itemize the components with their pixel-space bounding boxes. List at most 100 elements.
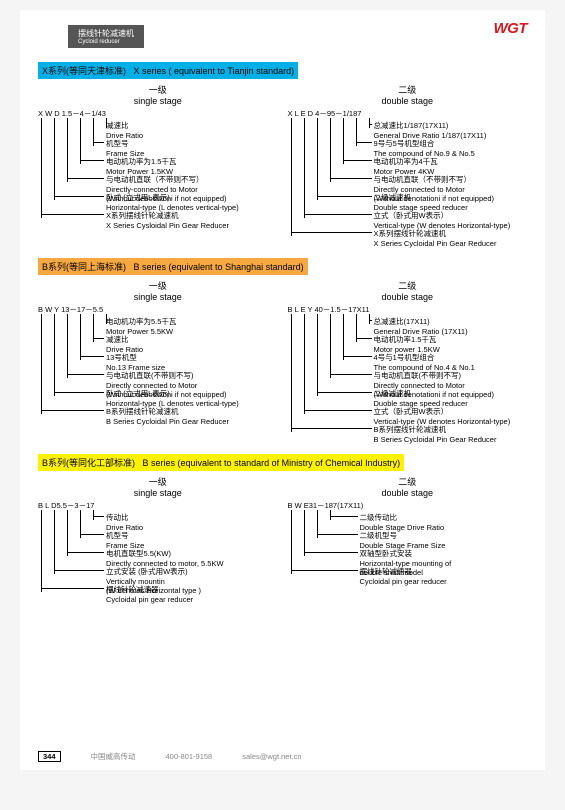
stage-en: double stage	[288, 96, 528, 106]
section-title-en: B series (equivalent to Shanghai standar…	[134, 262, 304, 272]
desc-cn: 二级减速机	[374, 192, 468, 203]
desc-cn: 减速比	[106, 120, 143, 131]
desc-item: 电动机功率为1.5千瓦 Motor Power 1.5KW	[106, 156, 176, 176]
desc-item: 总减速比1/187(17X11) General Drive Ratio 1/1…	[374, 120, 487, 140]
desc-cn: 电动机功率为4千瓦	[374, 156, 438, 167]
desc-item: 二级机型号 Double Stage Frame Size	[360, 530, 446, 550]
desc-cn: 与电动机直联（不带则不写）	[374, 174, 495, 185]
section-title-cn: B系列(等同化工部标准)	[42, 458, 135, 468]
desc-cn: B系列摆线针轮减速机	[374, 424, 497, 435]
section-title: X系列(等同天津标准) X series ( equivalent to Tia…	[38, 62, 298, 79]
desc-cn: 双轴型卧式安装	[360, 548, 452, 559]
desc-item: 总减速比(17X11) General Drive Ratio (17X11)	[374, 316, 468, 336]
desc-item: 电动机功率1.5千瓦 Motor power 1.5KW	[374, 334, 440, 354]
desc-item: 9号与5号机型组合 The compound of No.9 & No.5	[374, 138, 475, 158]
stage-cn: 二级	[288, 475, 528, 488]
stage-title: 一级 single stage	[38, 83, 278, 106]
diagram-single: B L D5.5－3－17 传动比 Drive Ratio 机型号 Frame …	[38, 500, 278, 608]
col-double: 二级 double stage X L E D 4－95－1/187 总减速比1…	[288, 83, 528, 252]
stage-title: 二级 double stage	[288, 475, 528, 498]
desc-cn: 4号与1号机型组合	[374, 352, 475, 363]
stage-title: 二级 double stage	[288, 279, 528, 302]
page-number: 344	[38, 751, 61, 762]
diagram-double: B L E Y 40－1.5－17X11 总减速比(17X11) General…	[288, 304, 528, 448]
desc-item: 卧式 (立式用L表示) Horizontal-type (L denotes v…	[106, 192, 239, 212]
desc-cn: 9号与5号机型组合	[374, 138, 475, 149]
footer-company: 中国威高传动	[91, 751, 136, 762]
diagram-double: X L E D 4－95－1/187 总减速比1/187(17X11) Gene…	[288, 108, 528, 252]
section: B系列(等同化工部标准) B series (equivalent to sta…	[38, 448, 527, 608]
desc-item: 机型号 Frame Size	[106, 530, 144, 550]
desc-en: B Series Cycloidal Pin Gear Reducer	[374, 435, 497, 444]
desc-item: 4号与1号机型组合 The compound of No.4 & No.1	[374, 352, 475, 372]
desc-cn: 电动机功率为1.5千瓦	[106, 156, 176, 167]
section-title: B系列(等同上海标准) B series (equivalent to Shan…	[38, 258, 308, 275]
desc-item: 摆线针轮减速器 Cycloidal pin gear reducer	[360, 566, 447, 586]
footer-email: sales@wgt.net.cn	[242, 752, 301, 761]
desc-item: 二级减速机 Duoble stage speed reducer	[374, 388, 468, 408]
columns: 一级 single stage B L D5.5－3－17 传动比 Drive …	[38, 475, 527, 608]
desc-item: 13号机型 No.13 Frame size	[106, 352, 165, 372]
stage-title: 一级 single stage	[38, 279, 278, 302]
desc-cn: 机型号	[106, 530, 144, 541]
desc-item: 减速比 Drive Ratio	[106, 120, 143, 140]
desc-item: 立式（卧式用W表示） Vertical-type (W denotes Hori…	[374, 406, 511, 426]
desc-cn: 二级传动比	[360, 512, 445, 523]
stage-en: single stage	[38, 488, 278, 498]
section: X系列(等同天津标准) X series ( equivalent to Tia…	[38, 56, 527, 252]
desc-cn: 电机直联型5.5(KW)	[106, 548, 224, 559]
desc-cn: 卧式 (立式用L表示)	[106, 388, 239, 399]
page: WGT 摆线针轮减速机 Cycloid reducer X系列(等同天津标准) …	[20, 10, 545, 770]
desc-cn: B系列摆线针轮减速机	[106, 406, 229, 417]
desc-item: 立式（卧式用W表示） Vertical-type (W denotes Hori…	[374, 210, 511, 230]
logo: WGT	[494, 20, 528, 37]
section: B系列(等同上海标准) B series (equivalent to Shan…	[38, 252, 527, 448]
stage-title: 一级 single stage	[38, 475, 278, 498]
header-line2: Cycloid reducer	[78, 39, 134, 45]
desc-item: X系列摆线针轮减速机 X Series Cycloidal Pin Gear R…	[374, 228, 497, 248]
desc-cn: 总减速比1/187(17X11)	[374, 120, 487, 131]
desc-item: 机型号 Frame Size	[106, 138, 144, 158]
header-line1: 摆线针轮减速机	[78, 29, 134, 38]
desc-cn: 立式（卧式用W表示）	[374, 210, 511, 221]
desc-cn: 与电动机直联（不带则不写）	[106, 174, 227, 185]
desc-cn: 二级减速机	[374, 388, 468, 399]
col-single: 一级 single stage X W D 1.5－4－1/43 减速比 Dri…	[38, 83, 278, 252]
desc-en: B Series Cycloidal Pin Gear Reducer	[106, 417, 229, 426]
desc-item: X系列摆线针轮减速机 X Series Cysloidal Pin Gear R…	[106, 210, 229, 230]
footer: 344 中国威高传动 400-801-9158 sales@wgt.net.cn	[38, 751, 527, 762]
desc-item: 二级减速机 Double stage speed reducer	[374, 192, 468, 212]
section-title-en: B series (equivalent to standard of Mini…	[143, 458, 401, 468]
desc-cn: 立式安装 (卧式用W表示)	[106, 566, 201, 577]
stage-en: double stage	[288, 488, 528, 498]
desc-cn: 立式（卧式用W表示）	[374, 406, 511, 417]
diagram-double: B W E31－187(17X11) 二级传动比 Double Stage Dr…	[288, 500, 528, 590]
section-title-cn: B系列(等同上海标准)	[42, 262, 126, 272]
footer-phone: 400-801-9158	[166, 752, 213, 761]
desc-en: Cycloidal pin gear reducer	[106, 595, 193, 604]
section-title-en: X series ( equivalent to Tianjin standar…	[134, 66, 295, 76]
desc-cn: 13号机型	[106, 352, 165, 363]
code-line: B W E31－187(17X11)	[288, 500, 364, 511]
desc-item: 传动比 Drive Ratio	[106, 512, 143, 532]
col-double: 二级 double stage B L E Y 40－1.5－17X11 总减速…	[288, 279, 528, 448]
desc-cn: 卧式 (立式用L表示)	[106, 192, 239, 203]
stage-cn: 二级	[288, 83, 528, 96]
col-double: 二级 double stage B W E31－187(17X11) 二级传动比…	[288, 475, 528, 608]
desc-item: B系列摆线针轮减速机 B Series Cycloidal Pin Gear R…	[106, 406, 229, 426]
desc-item: 电动机功率为4千瓦 Motor Power 4KW	[374, 156, 438, 176]
desc-cn: 二级机型号	[360, 530, 446, 541]
desc-cn: 传动比	[106, 512, 143, 523]
desc-cn: 摆线针轮减速器	[106, 584, 193, 595]
desc-cn: 摆线针轮减速器	[360, 566, 447, 577]
stage-title: 二级 double stage	[288, 83, 528, 106]
header-bar: 摆线针轮减速机 Cycloid reducer	[68, 25, 144, 48]
stage-cn: 一级	[38, 475, 278, 488]
columns: 一级 single stage B W Y 13－17－5.5 电动机功率为5.…	[38, 279, 527, 448]
desc-item: 电机直联型5.5(KW) Directly connected to motor…	[106, 548, 224, 568]
section-title-cn: X系列(等同天津标准)	[42, 66, 126, 76]
desc-cn: 与电动机直联(不带则不写)	[106, 370, 227, 381]
section-title: B系列(等同化工部标准) B series (equivalent to sta…	[38, 454, 404, 471]
stage-en: single stage	[38, 96, 278, 106]
desc-cn: X系列摆线针轮减速机	[106, 210, 229, 221]
